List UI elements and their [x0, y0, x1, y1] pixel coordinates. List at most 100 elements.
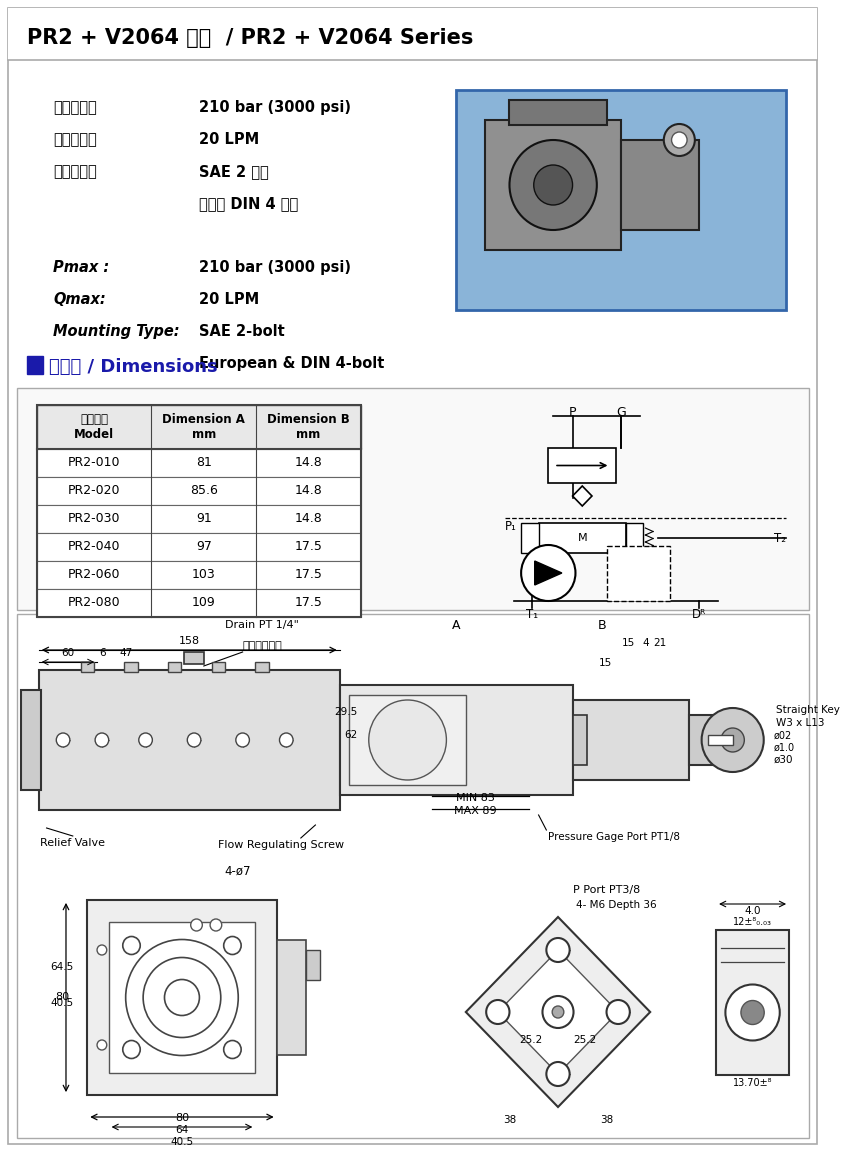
Text: Pressure Gage Port PT1/8: Pressure Gage Port PT1/8 — [548, 832, 680, 842]
Circle shape — [741, 1000, 764, 1024]
Text: 60: 60 — [61, 647, 75, 658]
Bar — [37, 406, 361, 617]
Bar — [37, 505, 361, 533]
Circle shape — [224, 937, 241, 955]
Text: PR2-020: PR2-020 — [68, 485, 121, 498]
Circle shape — [486, 1000, 509, 1024]
Bar — [573, 715, 587, 765]
Text: 4: 4 — [642, 638, 649, 647]
Text: Relief Valve: Relief Valve — [40, 838, 105, 848]
Text: 尺寸圖 / Dimensions: 尺寸圖 / Dimensions — [48, 358, 217, 376]
Text: Drain PT 1/4": Drain PT 1/4" — [225, 620, 299, 630]
Bar — [485, 120, 621, 250]
Text: 4- M6 Depth 36: 4- M6 Depth 36 — [576, 900, 656, 910]
Text: 歐洲及 DIN 4 孔式: 歐洲及 DIN 4 孔式 — [199, 196, 298, 211]
Bar — [37, 561, 361, 589]
Circle shape — [509, 141, 597, 230]
Text: 64: 64 — [175, 1126, 189, 1135]
Circle shape — [56, 733, 70, 746]
Circle shape — [521, 545, 575, 601]
Circle shape — [369, 700, 446, 780]
Text: 210 bar (3000 psi): 210 bar (3000 psi) — [199, 260, 351, 275]
Text: Qmax:: Qmax: — [54, 291, 106, 306]
Bar — [124, 662, 138, 672]
Text: 15: 15 — [622, 638, 636, 647]
Text: 4-ø7: 4-ø7 — [224, 865, 251, 878]
Text: 109: 109 — [192, 597, 216, 609]
Text: 38: 38 — [600, 1115, 613, 1126]
Text: 最高壓力：: 最高壓力： — [54, 100, 97, 115]
Bar — [573, 700, 689, 780]
Bar — [37, 477, 361, 505]
Polygon shape — [573, 486, 592, 506]
Text: Dᴿ: Dᴿ — [692, 608, 706, 621]
Text: 13.70±⁸: 13.70±⁸ — [733, 1078, 773, 1087]
Bar — [621, 141, 699, 230]
Text: P₁: P₁ — [505, 520, 517, 533]
Text: Dimension A
mm: Dimension A mm — [162, 414, 246, 441]
Bar — [276, 940, 306, 1055]
Text: 38: 38 — [503, 1115, 516, 1126]
Text: 40.5: 40.5 — [51, 998, 74, 1008]
Circle shape — [542, 996, 574, 1028]
Bar — [626, 523, 643, 553]
Circle shape — [122, 937, 140, 955]
Text: MAX 89: MAX 89 — [454, 806, 497, 816]
Bar — [18, 388, 809, 611]
Text: 80: 80 — [56, 993, 70, 1002]
Circle shape — [95, 733, 109, 746]
Circle shape — [190, 919, 202, 931]
Bar — [212, 662, 225, 672]
Bar — [18, 614, 809, 1138]
Bar — [306, 950, 320, 980]
Text: 17.5: 17.5 — [295, 597, 322, 609]
Bar — [8, 8, 817, 60]
Text: A: A — [452, 619, 461, 632]
Text: 64.5: 64.5 — [50, 963, 74, 972]
Circle shape — [97, 945, 107, 955]
Bar — [607, 546, 670, 601]
Bar — [37, 406, 361, 449]
Circle shape — [547, 1062, 570, 1086]
Circle shape — [280, 733, 293, 746]
Bar — [340, 685, 573, 795]
Text: 20 LPM: 20 LPM — [199, 132, 259, 147]
Text: 29.5: 29.5 — [334, 707, 357, 717]
Circle shape — [672, 132, 687, 147]
Text: 62: 62 — [344, 730, 357, 740]
Circle shape — [139, 733, 152, 746]
Bar — [717, 930, 789, 1075]
Circle shape — [224, 1040, 241, 1059]
Circle shape — [547, 938, 570, 962]
Circle shape — [725, 985, 779, 1040]
Text: 103: 103 — [192, 568, 216, 582]
Text: SAE 2 孔式: SAE 2 孔式 — [199, 164, 269, 179]
Circle shape — [701, 708, 764, 772]
Text: 47: 47 — [120, 647, 133, 658]
Bar — [184, 652, 204, 664]
Text: 4.0: 4.0 — [745, 905, 761, 916]
Bar — [109, 922, 255, 1073]
Text: 14.8: 14.8 — [295, 513, 322, 525]
Text: 17.5: 17.5 — [295, 540, 322, 553]
Text: PR2 + V2064 系列  / PR2 + V2064 Series: PR2 + V2064 系列 / PR2 + V2064 Series — [27, 28, 473, 48]
Text: Pmax :: Pmax : — [54, 260, 110, 275]
Text: PR2-030: PR2-030 — [68, 513, 121, 525]
Text: 法蘭型式：: 法蘭型式： — [54, 164, 97, 179]
Text: 溢流閥洩油口: 溢流閥洩油口 — [242, 641, 282, 651]
Text: 97: 97 — [196, 540, 212, 553]
Circle shape — [721, 728, 745, 752]
Bar — [37, 589, 361, 617]
Bar — [689, 715, 718, 765]
Bar — [509, 100, 607, 126]
Bar — [88, 900, 276, 1096]
Bar — [708, 735, 733, 745]
Text: Dimension B
mm: Dimension B mm — [267, 414, 350, 441]
Text: 85.6: 85.6 — [190, 485, 218, 498]
Text: ø30: ø30 — [774, 755, 793, 765]
Text: Straight Key: Straight Key — [776, 705, 841, 715]
Polygon shape — [498, 950, 618, 1074]
Text: Flow Regulating Screw: Flow Regulating Screw — [218, 840, 344, 850]
Text: 15: 15 — [599, 658, 612, 668]
Text: 158: 158 — [178, 636, 200, 646]
